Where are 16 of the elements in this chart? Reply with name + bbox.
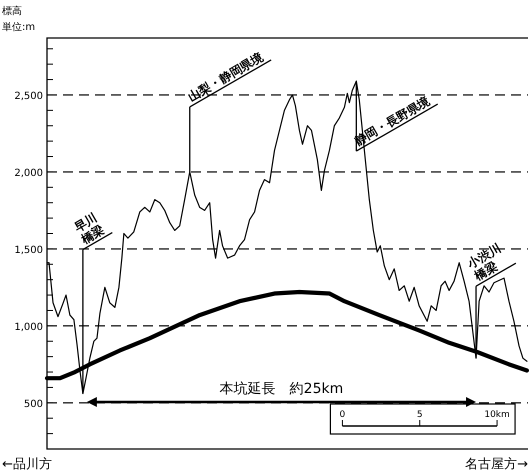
text: 名古屋方→ [465,456,528,472]
annotation: 本坑延長 約25km [220,381,344,397]
annotation: 早川 橋梁 [70,210,107,248]
text: 単位:m [2,21,36,33]
y-tick-label: 2,000 [14,168,43,179]
y-tick-label: 1,000 [14,322,43,333]
x-tick-label: 0 [340,410,346,420]
x-tick-label: 10km [484,410,510,420]
y-tick-label: 500 [24,398,43,410]
y-axis-title: 標高 [2,5,22,17]
y-tick-label: 1,500 [14,244,43,256]
x-tick-label: 5 [416,410,423,420]
annotation: 山梨・静岡県境 [186,49,266,104]
annotation: 小渋川 橋梁 [464,241,504,284]
y-tick-label: 2,500 [14,90,43,102]
text: ←品川方 [2,456,52,472]
